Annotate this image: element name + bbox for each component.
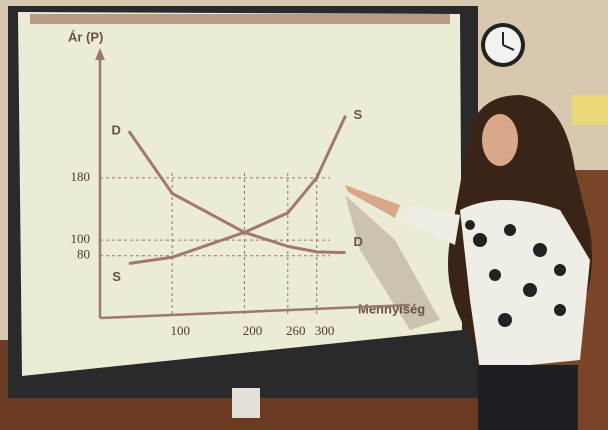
clock-hand bbox=[502, 44, 515, 51]
x-tick-label: 200 bbox=[243, 323, 263, 338]
curve bbox=[128, 114, 347, 265]
curve-label: S bbox=[112, 269, 121, 284]
x-tick-label: 260 bbox=[286, 323, 306, 338]
y-tick-label: 180 bbox=[71, 169, 91, 184]
curve-label: S bbox=[354, 107, 363, 122]
x-tick-label: 100 bbox=[170, 323, 190, 338]
x-axis-label: Mennyiség bbox=[358, 301, 425, 316]
face bbox=[482, 114, 518, 166]
screen-band bbox=[30, 14, 450, 24]
trousers bbox=[478, 365, 578, 430]
screen bbox=[18, 12, 462, 376]
x-tick-label: 300 bbox=[315, 323, 335, 338]
curve-label: D bbox=[354, 234, 363, 249]
x-axis bbox=[99, 303, 411, 320]
arm bbox=[345, 185, 400, 218]
y-axis-arrow bbox=[95, 48, 105, 60]
hand-shadow bbox=[345, 195, 440, 330]
curve-label: D bbox=[111, 123, 120, 138]
sleeve bbox=[400, 205, 460, 245]
sweater bbox=[460, 200, 590, 370]
y-tick-label: 100 bbox=[71, 231, 91, 246]
wall-notice bbox=[572, 95, 608, 125]
sweater-pattern bbox=[465, 220, 566, 327]
y-tick-label: 80 bbox=[77, 247, 90, 262]
wall-socket bbox=[232, 388, 260, 418]
curve bbox=[127, 130, 346, 255]
y-axis-label: Ár (P) bbox=[68, 29, 103, 44]
